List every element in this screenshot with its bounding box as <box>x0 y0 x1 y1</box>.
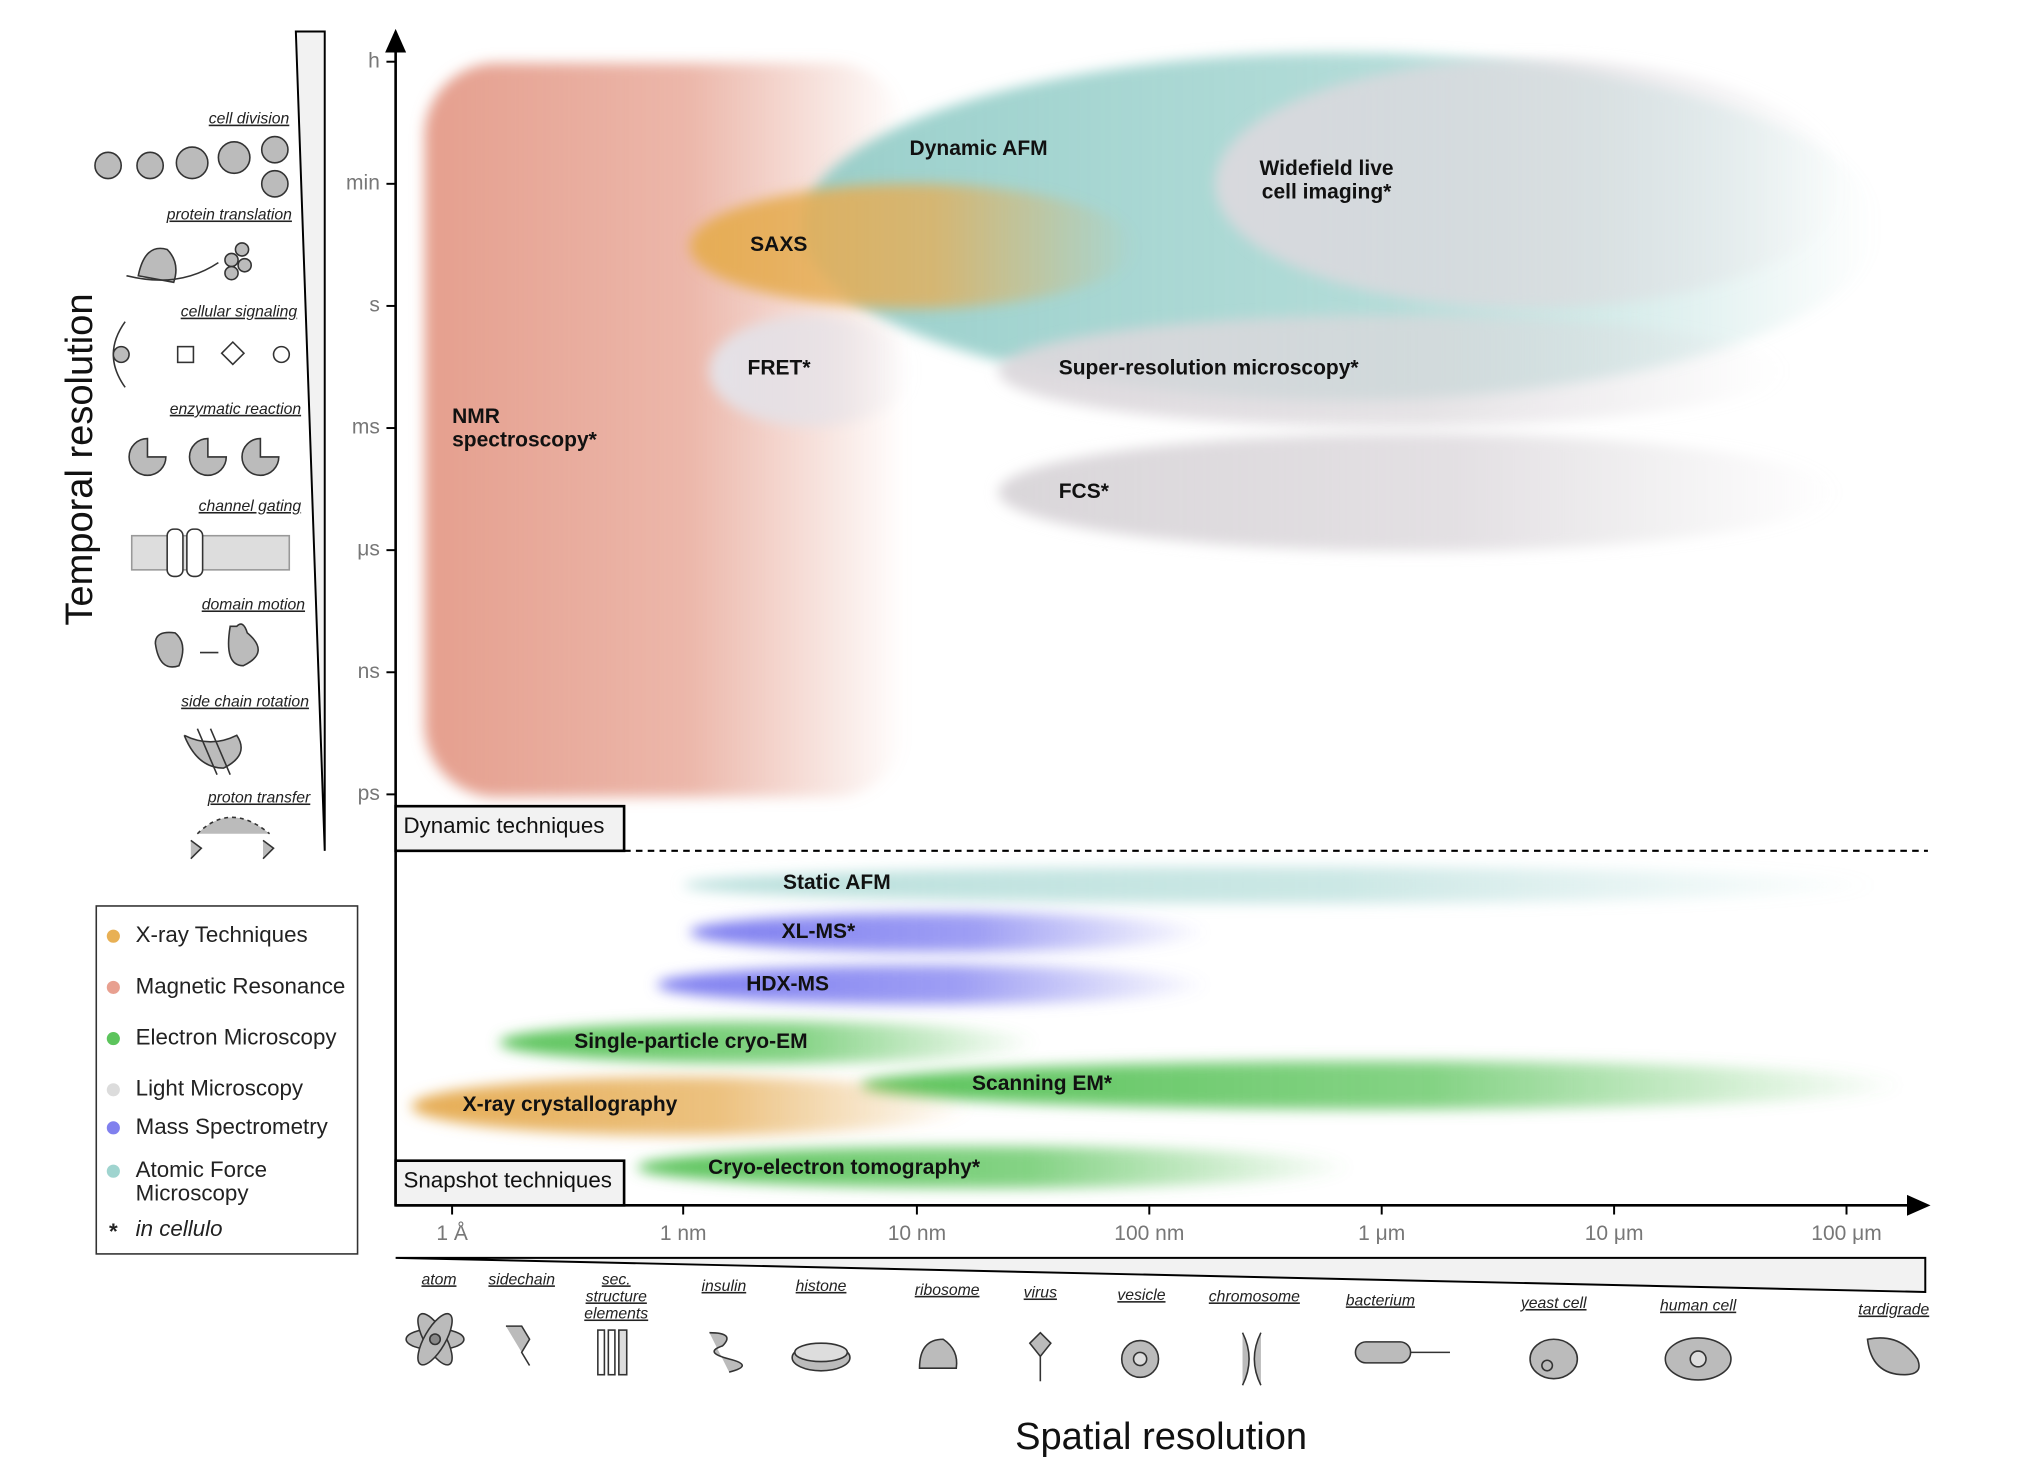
technique-region <box>683 866 1879 904</box>
technique-label: cell imaging* <box>1262 181 1392 204</box>
x-tick-label: 1 nm <box>660 1222 707 1245</box>
section-label: Dynamic techniques <box>404 813 605 838</box>
technique-region <box>689 183 1137 309</box>
technique-label: Widefield live <box>1260 157 1394 180</box>
section-box <box>394 1159 626 1207</box>
process-label: enzymatic reaction <box>170 401 302 418</box>
process-label: channel gating <box>199 498 302 515</box>
y-tick-label: μs <box>357 538 380 561</box>
technique-label: SAXS <box>750 233 807 256</box>
size-wedge <box>395 1256 1927 1294</box>
object-label: ribosome <box>915 1282 980 1299</box>
object-label: chromosome <box>1209 1288 1300 1305</box>
legend-label: Mass Spectrometry <box>136 1114 329 1139</box>
legend-dot <box>106 1121 120 1135</box>
object-label: tardigrade <box>1858 1302 1929 1319</box>
legend-label: Atomic Force <box>136 1157 267 1182</box>
object-label: virus <box>1024 1284 1057 1301</box>
technique-label: XL-MS* <box>782 920 856 943</box>
object-label: sec. <box>602 1271 631 1288</box>
object-label: atom <box>421 1271 456 1288</box>
technique-region <box>860 1060 1905 1110</box>
object-label: yeast cell <box>1520 1295 1587 1312</box>
legend-dot <box>106 929 120 943</box>
x-tick-label: 1 Å <box>436 1222 468 1245</box>
technique-region <box>411 1076 973 1136</box>
icons <box>94 135 1920 1386</box>
technique-region <box>1214 59 1846 309</box>
process-label: domain motion <box>202 596 306 613</box>
process-label: proton transfer <box>207 789 311 806</box>
technique-label: FCS* <box>1059 480 1110 503</box>
technique-region <box>499 1021 1038 1064</box>
technique-region <box>689 912 1209 952</box>
y-tick-label: ms <box>352 416 380 439</box>
technique-region <box>998 315 1787 427</box>
section-label: Snapshot techniques <box>404 1168 612 1193</box>
x-tick-label: 100 μm <box>1811 1222 1881 1245</box>
process-label: protein translation <box>166 206 292 223</box>
technique-label: Cryo-electron tomography* <box>708 1156 981 1179</box>
technique-label: Single-particle cryo-EM <box>574 1030 807 1053</box>
technique-label: Dynamic AFM <box>910 137 1048 160</box>
legend-label: Light Microscopy <box>136 1076 304 1101</box>
legend-label: Magnetic Resonance <box>136 973 346 998</box>
y-axis-title: Temporal resolution <box>59 293 101 625</box>
object-label: bacterium <box>1346 1292 1415 1309</box>
technique-region <box>709 315 913 427</box>
legend-box <box>95 905 359 1255</box>
object-label: vesicle <box>1117 1287 1165 1304</box>
legend-dot <box>106 980 120 994</box>
legend-dot <box>106 1164 120 1178</box>
y-tick-label: ns <box>358 660 380 683</box>
technique-label: FRET* <box>748 357 812 380</box>
object-label: elements <box>584 1305 648 1322</box>
technique-label: Super-resolution microscopy* <box>1059 357 1360 380</box>
x-axis-title: Spatial resolution <box>1015 1416 1307 1458</box>
technique-label: spectroscopy* <box>452 429 598 452</box>
object-label: human cell <box>1660 1298 1737 1315</box>
section-box <box>394 804 626 853</box>
technique-region <box>656 965 1209 1005</box>
x-tick-label: 10 nm <box>888 1222 946 1245</box>
technique-label: X-ray crystallography <box>463 1093 678 1116</box>
technique-region <box>637 1146 1353 1189</box>
object-label: insulin <box>702 1278 747 1295</box>
process-label: side chain rotation <box>181 694 309 711</box>
technique-label: Static AFM <box>783 871 891 894</box>
process-label: cellular signaling <box>181 304 298 321</box>
x-tick-label: 10 μm <box>1585 1222 1644 1245</box>
legend-marker: * <box>109 1219 118 1244</box>
y-tick-label: s <box>369 293 380 316</box>
technique-label: HDX-MS <box>746 972 829 995</box>
time-wedge <box>294 30 326 851</box>
y-tick-label: h <box>368 49 380 72</box>
object-label: structure <box>586 1288 648 1305</box>
object-label: histone <box>796 1278 847 1295</box>
legend-label: in cellulo <box>136 1216 223 1241</box>
object-label: sidechain <box>488 1271 555 1288</box>
legend-dot <box>106 1032 120 1046</box>
legend-label: X-ray Techniques <box>136 922 308 947</box>
x-tick-label: 1 μm <box>1358 1222 1405 1245</box>
legend-label: Microscopy <box>136 1181 250 1206</box>
y-tick-label: min <box>346 171 380 194</box>
technique-label: Scanning EM* <box>972 1072 1113 1095</box>
technique-region <box>998 433 1839 552</box>
legend-label: Electron Microscopy <box>136 1024 338 1049</box>
technique-label: NMR <box>452 405 500 428</box>
y-tick-label: ps <box>358 782 380 805</box>
x-tick-label: 100 nm <box>1114 1222 1184 1245</box>
legend-dot <box>106 1083 120 1097</box>
process-label: cell division <box>209 111 290 128</box>
